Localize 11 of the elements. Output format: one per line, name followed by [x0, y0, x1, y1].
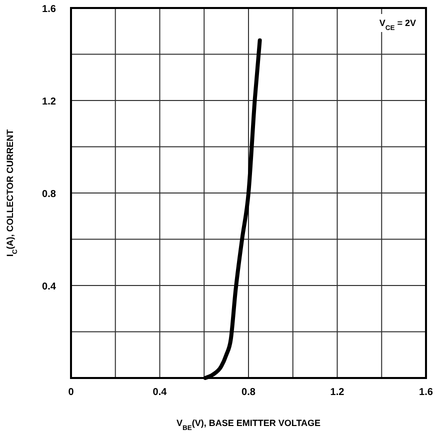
x-tick-label: 0.4: [152, 387, 168, 398]
annotation: V$_{CE}$ = 2V: [379, 18, 416, 32]
y-tick-label: 0.8: [42, 189, 56, 200]
y-tick-label: 1.2: [42, 96, 56, 108]
y-tick-label: 0.4: [42, 282, 56, 292]
x-tick-label: 0: [68, 387, 74, 398]
y-tick-label: 1.6: [42, 4, 56, 15]
x-tick-label: 1.6: [419, 387, 434, 398]
x-axis-title: V$_{BE}$(V), BASE EMITTER VOLTAGE: [176, 418, 321, 432]
x-tick-label: 1.2: [330, 387, 345, 398]
x-tick-label: 0.8: [242, 387, 256, 398]
